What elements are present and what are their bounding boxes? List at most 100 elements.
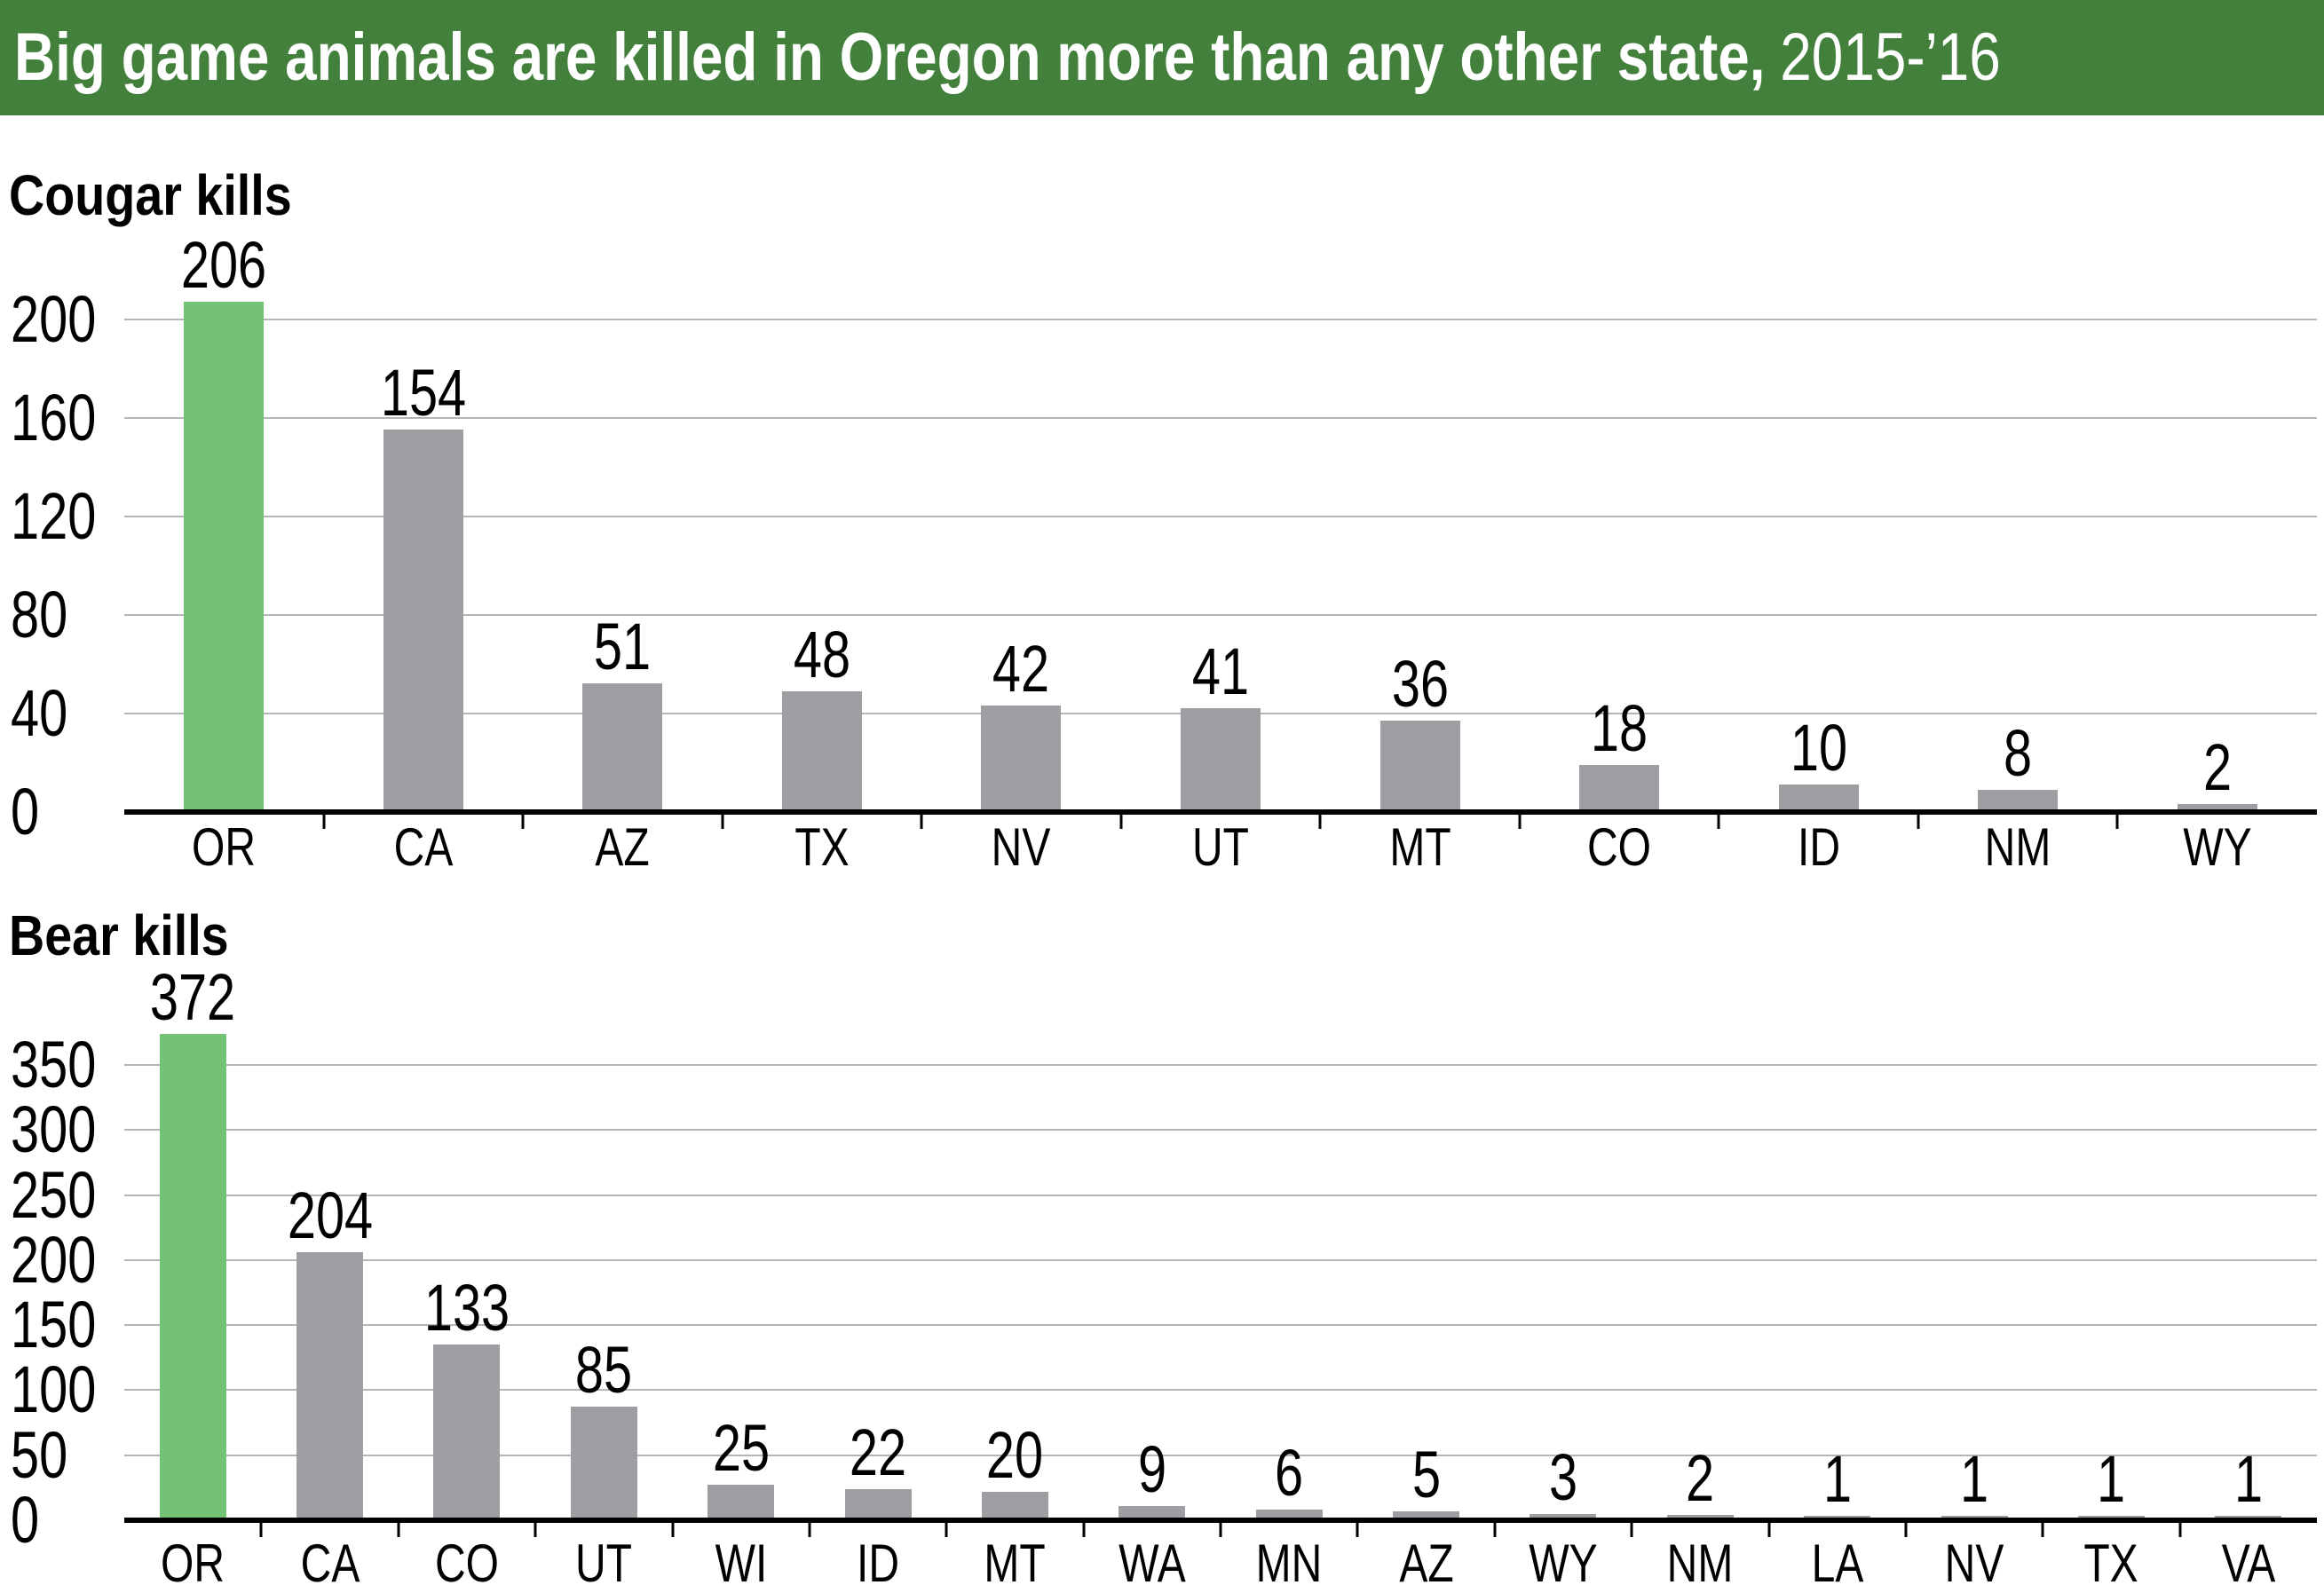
bar-MT bbox=[981, 1492, 1048, 1518]
y-axis-label: 80 bbox=[11, 577, 68, 651]
bar-value-label: 36 bbox=[1391, 647, 1449, 721]
bar-value-label: 1 bbox=[1822, 1442, 1852, 1516]
x-axis-tick bbox=[808, 1523, 811, 1537]
x-axis-label: ID bbox=[857, 1534, 900, 1593]
x-axis-tick bbox=[2178, 1523, 2182, 1537]
y-axis-label: 50 bbox=[11, 1417, 68, 1492]
bar-value-label: 204 bbox=[287, 1179, 373, 1252]
bar-CA bbox=[296, 1252, 364, 1518]
bar-AZ bbox=[1393, 1511, 1460, 1518]
y-axis-label: 300 bbox=[11, 1092, 97, 1167]
bar-value-label: 3 bbox=[1548, 1440, 1577, 1514]
header-banner: Big game animals are killed in Oregon mo… bbox=[0, 0, 2324, 115]
x-axis-tick bbox=[1630, 1523, 1633, 1537]
gridline-80 bbox=[124, 613, 2317, 616]
x-axis-label: CO bbox=[1587, 817, 1652, 877]
bar-MT bbox=[1379, 721, 1460, 809]
x-axis-label: NM bbox=[1666, 1534, 1734, 1593]
bar-WA bbox=[1119, 1506, 1186, 1518]
x-axis-label: CA bbox=[300, 1534, 360, 1593]
x-axis-label: TX bbox=[2083, 1534, 2139, 1593]
x-axis-label: VA bbox=[2221, 1534, 2276, 1593]
gridline-50 bbox=[124, 1454, 2317, 1456]
x-axis-tick bbox=[1318, 815, 1322, 829]
x-axis-tick bbox=[1219, 1523, 1222, 1537]
bar-value-label: 10 bbox=[1790, 711, 1847, 785]
bar-LA bbox=[1804, 1516, 1871, 1518]
bar-value-label: 154 bbox=[380, 356, 466, 430]
bar-value-label: 1 bbox=[1960, 1442, 1989, 1516]
gridline-150 bbox=[124, 1324, 2317, 1327]
bar-value-label: 8 bbox=[2004, 716, 2033, 790]
x-axis-label: WA bbox=[1119, 1534, 1186, 1593]
bar-CO bbox=[433, 1345, 501, 1518]
bar-UT bbox=[1181, 708, 1261, 809]
bar-value-label: 22 bbox=[849, 1416, 907, 1489]
gridline-100 bbox=[124, 1389, 2317, 1392]
bar-value-label: 372 bbox=[150, 960, 236, 1034]
y-axis-label: 0 bbox=[11, 1483, 40, 1557]
x-axis-label: NM bbox=[1984, 817, 2051, 877]
x-axis-label: WI bbox=[715, 1534, 768, 1593]
bar-value-label: 20 bbox=[986, 1418, 1044, 1492]
gridline-120 bbox=[124, 515, 2317, 517]
gridline-300 bbox=[124, 1129, 2317, 1132]
y-axis-label: 200 bbox=[11, 281, 97, 356]
x-axis-label: UT bbox=[575, 1534, 633, 1593]
x-axis-label: AZ bbox=[1398, 1534, 1454, 1593]
bar-NM bbox=[1666, 1515, 1734, 1518]
bar-CO bbox=[1579, 765, 1660, 809]
x-axis-label: MN bbox=[1255, 1534, 1323, 1593]
x-axis-label: NV bbox=[992, 817, 1051, 877]
x-axis-tick bbox=[1917, 815, 1920, 829]
x-axis-label: OR bbox=[161, 1534, 225, 1593]
x-axis-label: WY bbox=[2183, 817, 2252, 877]
page-title-main: Big game animals are killed in Oregon mo… bbox=[14, 20, 1766, 95]
page-title-year: 2015-’16 bbox=[1780, 20, 2001, 95]
y-axis-label: 160 bbox=[11, 380, 97, 454]
bar-value-label: 18 bbox=[1590, 691, 1648, 765]
bar-value-label: 51 bbox=[594, 610, 652, 683]
x-axis-tick bbox=[671, 1523, 674, 1537]
bar-NM bbox=[1978, 790, 2059, 809]
bar-value-label: 5 bbox=[1411, 1438, 1441, 1511]
x-axis-tick bbox=[1518, 815, 1522, 829]
x-axis-tick bbox=[534, 1523, 537, 1537]
bar-WI bbox=[707, 1485, 775, 1518]
bar-value-label: 206 bbox=[181, 228, 267, 302]
bar-value-label: 9 bbox=[1137, 1432, 1166, 1506]
bar-value-label: 1 bbox=[2097, 1442, 2126, 1516]
bar-NV bbox=[1941, 1516, 2008, 1518]
x-axis-label: ID bbox=[1797, 817, 1840, 877]
bar-OR bbox=[159, 1034, 226, 1518]
x-axis-tick bbox=[1356, 1523, 1359, 1537]
bar-TX bbox=[781, 691, 862, 809]
y-axis-label: 120 bbox=[11, 478, 97, 553]
x-axis-tick bbox=[1493, 1523, 1497, 1537]
chart-title: Cougar kills bbox=[9, 163, 292, 227]
x-axis-tick bbox=[1904, 1523, 1908, 1537]
x-axis-tick bbox=[945, 1523, 948, 1537]
x-axis-tick bbox=[1082, 1523, 1086, 1537]
chart-title: Bear kills bbox=[9, 903, 229, 967]
x-axis-tick bbox=[1767, 1523, 1770, 1537]
bar-value-label: 6 bbox=[1275, 1436, 1304, 1510]
y-axis-label: 200 bbox=[11, 1222, 97, 1297]
bar-ID bbox=[1778, 785, 1859, 809]
bar-ID bbox=[844, 1489, 912, 1518]
gridline-200 bbox=[124, 1258, 2317, 1261]
x-axis-label: MT bbox=[1388, 817, 1451, 877]
x-axis-label: TX bbox=[794, 817, 850, 877]
x-axis-label: WY bbox=[1529, 1534, 1598, 1593]
bar-value-label: 133 bbox=[423, 1271, 510, 1345]
x-axis-tick bbox=[259, 1523, 263, 1537]
x-axis-label: CO bbox=[434, 1534, 499, 1593]
gridline-160 bbox=[124, 416, 2317, 419]
x-axis-tick bbox=[322, 815, 326, 829]
y-axis-label: 100 bbox=[11, 1352, 97, 1427]
bar-value-label: 42 bbox=[992, 632, 1050, 706]
bar-value-label: 48 bbox=[793, 618, 851, 691]
bar-MN bbox=[1255, 1510, 1323, 1518]
